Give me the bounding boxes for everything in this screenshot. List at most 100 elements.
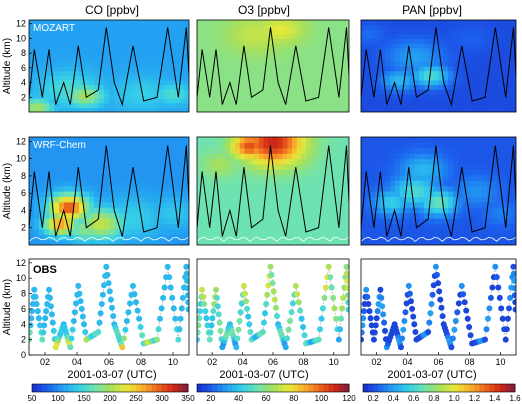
heatmap-cell bbox=[206, 56, 212, 62]
heatmap-cell bbox=[433, 107, 440, 112]
obs-marker bbox=[125, 309, 132, 316]
heatmap-cell bbox=[404, 98, 410, 104]
heatmap-cell bbox=[273, 212, 279, 219]
heatmap-cell bbox=[206, 29, 212, 35]
heatmap-cell bbox=[239, 158, 246, 165]
heatmap-cell bbox=[501, 47, 507, 53]
heatmap-cell bbox=[404, 207, 410, 214]
heatmap-cell bbox=[164, 107, 170, 112]
heatmap-cell bbox=[254, 29, 260, 35]
heatmap-cell bbox=[206, 153, 212, 160]
heatmap-cell bbox=[29, 107, 35, 112]
heatmap-cell bbox=[216, 79, 222, 85]
heatmap-cell bbox=[375, 180, 381, 187]
heatmap-cell bbox=[230, 84, 236, 90]
y-tick-label: 4 bbox=[21, 319, 26, 329]
heatmap-cell bbox=[225, 38, 231, 44]
heatmap-cell bbox=[184, 201, 189, 208]
heatmap-cell bbox=[414, 212, 420, 219]
heatmap-cell bbox=[201, 223, 208, 230]
heatmap-cell bbox=[277, 207, 284, 214]
obs-marker bbox=[97, 310, 104, 317]
obs-marker bbox=[155, 326, 162, 333]
heatmap-cell bbox=[206, 47, 212, 53]
heatmap-cell bbox=[501, 29, 507, 35]
heatmap-cell bbox=[315, 43, 322, 49]
heatmap-cell bbox=[424, 158, 430, 165]
heatmap-cell bbox=[225, 93, 231, 99]
heatmap-cell bbox=[104, 79, 110, 85]
heatmap-cell bbox=[263, 174, 269, 181]
heatmap-cell bbox=[506, 56, 512, 62]
heatmap-cell bbox=[370, 20, 377, 26]
heatmap-cell bbox=[69, 137, 75, 143]
heatmap-cell bbox=[506, 147, 512, 154]
heatmap-cell bbox=[282, 66, 288, 72]
obs-track-line bbox=[361, 266, 516, 348]
heatmap-cell bbox=[325, 185, 331, 192]
heatmap-cell bbox=[84, 24, 90, 30]
heatmap-cell bbox=[375, 196, 381, 203]
heatmap-cell bbox=[119, 174, 125, 181]
heatmap-cell bbox=[380, 158, 386, 165]
heatmap-cell bbox=[144, 158, 150, 165]
heatmap-cell bbox=[201, 56, 208, 62]
heatmap-cell bbox=[119, 102, 125, 108]
heatmap-cell bbox=[104, 47, 110, 53]
heatmap-cell bbox=[201, 147, 208, 154]
heatmap-cell bbox=[39, 137, 45, 143]
y-tick-label: 12 bbox=[16, 136, 26, 146]
heatmap-cell bbox=[394, 207, 401, 214]
heatmap-cell bbox=[438, 43, 444, 49]
heatmap-cell bbox=[64, 102, 70, 108]
heatmap-cell bbox=[375, 212, 381, 219]
heatmap-cell bbox=[370, 153, 377, 160]
heatmap-cell bbox=[104, 201, 110, 208]
heatmap-cell bbox=[144, 239, 150, 245]
heatmap-cell bbox=[419, 61, 425, 67]
heatmap-cell bbox=[306, 38, 312, 44]
heatmap-cell bbox=[506, 218, 512, 224]
heatmap-cell bbox=[385, 79, 391, 85]
heatmap-cell bbox=[159, 158, 165, 165]
heatmap-cell bbox=[334, 196, 341, 203]
heatmap-cell bbox=[277, 223, 284, 230]
heatmap-cell bbox=[220, 52, 227, 58]
heatmap-cell bbox=[244, 147, 250, 154]
heatmap-cell bbox=[511, 47, 516, 53]
heatmap-cell bbox=[124, 61, 130, 67]
heatmap-cell bbox=[129, 218, 135, 224]
heatmap-cell bbox=[325, 158, 331, 165]
heatmap-cell bbox=[225, 137, 231, 143]
heatmap-cell bbox=[134, 196, 140, 203]
heatmap-cell bbox=[39, 147, 45, 154]
heatmap-cell bbox=[315, 185, 322, 192]
heatmap-cell bbox=[114, 142, 120, 149]
heatmap-cell bbox=[390, 93, 396, 99]
heatmap-cell bbox=[287, 33, 293, 39]
heatmap-cell bbox=[49, 38, 55, 44]
heatmap-cell bbox=[64, 174, 70, 181]
heatmap-cell bbox=[448, 33, 454, 39]
heatmap-cell bbox=[419, 33, 425, 39]
heatmap-cell bbox=[119, 180, 125, 187]
heatmap-cell bbox=[399, 164, 406, 170]
heatmap-cell bbox=[230, 169, 236, 176]
heatmap-cell bbox=[453, 158, 459, 165]
heatmap-cell bbox=[482, 137, 488, 143]
heatmap-cell bbox=[109, 147, 115, 154]
heatmap-cell bbox=[144, 20, 150, 26]
heatmap-cell bbox=[119, 158, 125, 165]
heatmap-cell bbox=[287, 84, 293, 90]
heatmap-cell bbox=[273, 56, 279, 62]
obs-marker bbox=[154, 336, 160, 343]
heatmap-cell bbox=[287, 180, 293, 187]
heatmap-cell bbox=[375, 93, 381, 99]
heatmap-cell bbox=[282, 169, 288, 176]
heatmap-cell bbox=[139, 61, 145, 67]
heatmap-cell bbox=[472, 70, 478, 76]
obs-marker bbox=[33, 301, 40, 307]
heatmap-cell bbox=[409, 56, 415, 62]
heatmap-cell bbox=[139, 164, 145, 170]
